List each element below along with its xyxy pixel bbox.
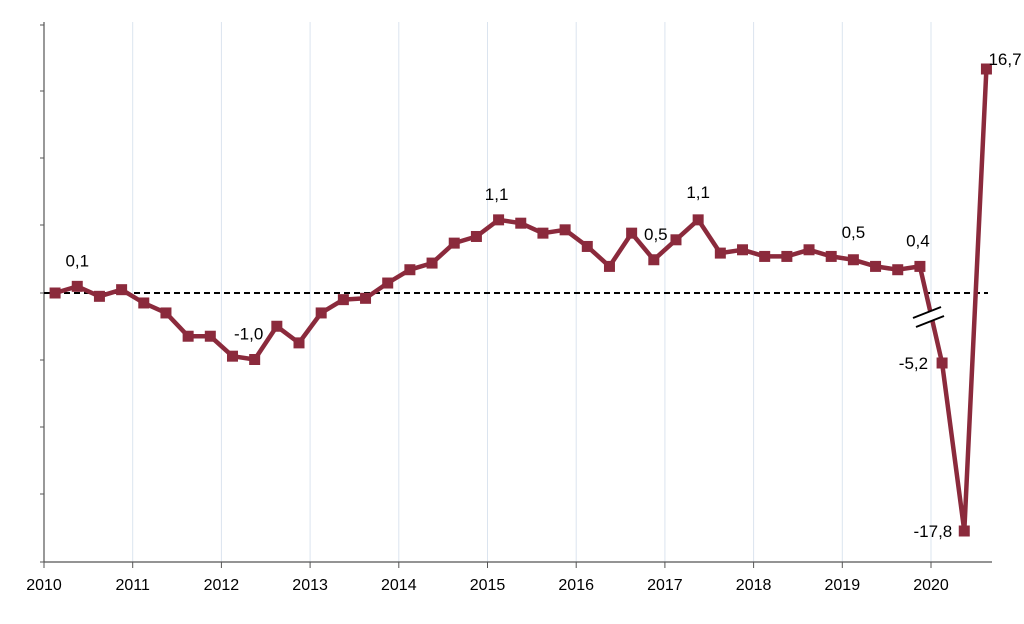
data-label: 0,4 (906, 231, 930, 250)
data-point-marker (648, 254, 660, 266)
data-point-marker (670, 234, 682, 246)
data-point-marker (537, 227, 549, 239)
data-point-marker (781, 250, 793, 262)
data-label: 0,1 (65, 251, 89, 270)
data-point-marker (559, 224, 571, 236)
x-tick-label: 2012 (204, 577, 240, 594)
data-point-marker (914, 260, 926, 272)
data-point-marker (847, 254, 859, 266)
x-tick-label: 2014 (381, 577, 417, 594)
data-labels: 0,1 -1,0 1,1 0,5 1,1 0,5 0,4 -5,2 -17,8 16,7 (65, 50, 1021, 541)
data-label: 1,1 (485, 185, 509, 204)
data-point-marker (980, 63, 992, 75)
data-label: 0,5 (644, 225, 668, 244)
data-point-marker (315, 307, 327, 319)
data-point-marker (426, 257, 438, 269)
data-point-marker (382, 277, 394, 289)
x-tick-label: 2018 (736, 577, 772, 594)
x-tick-label: 2017 (647, 577, 683, 594)
data-point-marker (493, 214, 505, 226)
data-point-marker (49, 287, 61, 299)
x-tick-label: 2011 (115, 577, 150, 594)
x-tick-label: 2019 (825, 577, 861, 594)
data-point-marker (692, 214, 704, 226)
data-point-marker (515, 217, 527, 229)
x-tick-label: 2015 (470, 577, 506, 594)
data-point-marker (404, 264, 416, 276)
x-tick-label: 2016 (558, 577, 594, 594)
data-label: -1,0 (234, 325, 263, 344)
data-point-marker (182, 330, 194, 342)
data-point-marker (93, 290, 105, 302)
data-point-marker (249, 354, 261, 365)
data-point-marker (603, 260, 615, 272)
data-point-marker (626, 227, 638, 239)
data-point-marker (271, 320, 283, 332)
data-point-marker (737, 244, 749, 256)
x-tick-label: 2020 (913, 577, 949, 594)
series-markers (49, 63, 992, 537)
y-ticks (40, 24, 44, 563)
data-point-marker (116, 284, 128, 296)
data-label: -17,8 (914, 522, 953, 541)
data-label: -5,2 (899, 354, 928, 373)
data-point-marker (226, 350, 238, 362)
data-point-marker (204, 330, 216, 342)
data-point-marker (138, 297, 150, 309)
data-point-marker (581, 240, 593, 252)
data-point-marker (71, 280, 83, 292)
data-point-marker (825, 250, 837, 262)
data-point-marker (714, 247, 726, 259)
x-tick-label: 2013 (292, 577, 328, 594)
data-point-marker (337, 294, 349, 306)
data-point-marker (803, 244, 815, 256)
x-tick-labels: 2010 2011 2012 2013 2014 2015 2016 2017 2018 2019… (26, 562, 949, 594)
data-point-marker (892, 264, 904, 276)
data-point-marker (160, 307, 172, 319)
data-point-marker (936, 357, 948, 369)
data-point-marker (759, 250, 771, 262)
data-point-marker (360, 292, 372, 304)
data-label: 0,5 (842, 223, 866, 242)
data-label: 1,1 (686, 183, 710, 202)
data-point-marker (958, 525, 970, 537)
grid-lines (132, 22, 932, 562)
data-point-marker (870, 260, 882, 272)
data-label: 16,7 (988, 50, 1021, 69)
axis-break-marker (912, 306, 945, 328)
series-line (54, 68, 989, 534)
x-tick-label: 2010 (26, 577, 62, 594)
data-point-marker (470, 230, 482, 242)
data-point-marker (448, 237, 460, 249)
data-point-marker (293, 337, 305, 349)
